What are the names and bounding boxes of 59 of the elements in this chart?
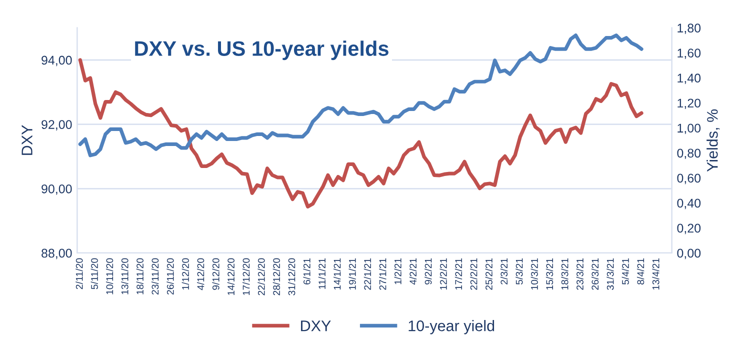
y-tick-label: 94,00: [42, 56, 72, 66]
x-tick-label: 22/2/21: [470, 258, 478, 290]
x-tick-label: 31/3/21: [606, 258, 614, 290]
legend-label: DXY: [301, 320, 331, 332]
text: DXY vs. US 10-year yields: [135, 40, 388, 60]
y-tick-label: 90,00: [42, 184, 72, 195]
x-tick-label: 13/11/20: [121, 258, 128, 294]
y2-tick-label: 1,20: [678, 98, 701, 110]
y2-tick-label: 1,40: [678, 74, 701, 84]
x-tick-label: 5/11/20: [90, 258, 98, 290]
x-tick-label: 6/1/21: [303, 258, 310, 284]
y2-tick-label: 1,00: [678, 124, 701, 134]
x-tick-label: 31/12/20: [288, 258, 296, 296]
y2-tick-label: 0,20: [677, 224, 701, 234]
x-tick-label: 8/4/21: [636, 258, 644, 284]
x-tick-label: 15/3/21: [546, 258, 554, 290]
x-tick-label: 4/2/21: [409, 258, 417, 285]
x-tick-label: 13/4/21: [652, 258, 660, 290]
x-tick-label: 1/12/20: [182, 258, 189, 290]
x-tick-label: 28/12/20: [272, 258, 280, 296]
x-tick-label: 2/11/20: [76, 258, 83, 290]
x-tick-label: 23/3/21: [576, 258, 584, 290]
x-tick-label: 5/4/21: [622, 258, 629, 284]
x-tick-label: 22/12/20: [258, 258, 265, 296]
x-tick-label: 14/12/20: [227, 258, 234, 295]
x-tick-label: 4/12/20: [197, 258, 204, 290]
y2-tick-label: 0,00: [677, 248, 701, 260]
x-tick-label: 12/2/21: [440, 258, 447, 290]
x-tick-label: 9/12/20: [212, 258, 220, 290]
x-tick-label: 17/2/21: [454, 258, 462, 290]
x-tick-label: 5/3/21: [516, 258, 523, 284]
legend-label: 10-year yield: [408, 320, 494, 334]
x-tick-label: 25/2/21: [485, 258, 492, 290]
y2-tick-label: 1,60: [678, 48, 701, 59]
x-tick-label: 26/3/21: [591, 258, 599, 290]
x-tick-label: 17/12/20: [242, 258, 250, 295]
x-tick-label: 18/11/20: [136, 258, 144, 294]
y2-tick-label: 0,60: [677, 174, 701, 184]
y2-tick-label: 0,40: [677, 198, 701, 210]
y2-tick-label: 0,80: [677, 148, 701, 160]
x-tick-label: 11/1/21: [318, 258, 326, 289]
x-tick-label: 27/1/21: [379, 258, 386, 290]
x-tick-label: 19/1/21: [348, 258, 356, 290]
y-tick-label: 92,00: [42, 120, 72, 130]
y-axis-title: DXY: [22, 125, 32, 155]
x-tick-label: 23/11/20: [152, 258, 159, 294]
y2-tick-label: 1,80: [678, 24, 701, 34]
line-series: [78, 34, 644, 158]
y2-axis-title: Yields, %: [706, 109, 720, 172]
y-tick-label: 88,00: [42, 248, 72, 260]
x-tick-label: 10/11/20: [106, 258, 114, 294]
x-tick-label: 18/3/21: [561, 258, 568, 290]
x-tick-label: 10/3/21: [530, 258, 538, 290]
x-tick-label: 2/3/21: [500, 258, 508, 284]
x-tick-label: 9/2/21: [424, 258, 432, 284]
x-tick-label: 14/1/21: [334, 258, 341, 290]
x-tick-label: 26/11/20: [166, 258, 174, 294]
x-tick-label: 1/2/21: [394, 258, 402, 284]
x-tick-label: 22/1/21: [364, 258, 372, 290]
